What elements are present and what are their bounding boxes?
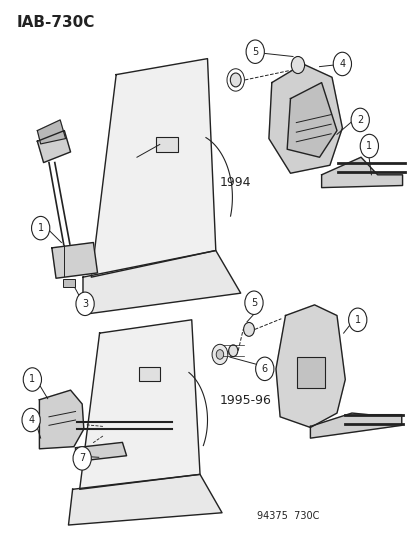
Polygon shape (310, 413, 402, 438)
Polygon shape (37, 131, 71, 163)
Circle shape (32, 216, 50, 240)
Circle shape (349, 308, 367, 332)
Circle shape (360, 134, 378, 158)
FancyBboxPatch shape (297, 357, 325, 388)
Text: 4: 4 (339, 59, 345, 69)
Polygon shape (269, 64, 342, 173)
Polygon shape (287, 83, 337, 157)
Text: 7: 7 (79, 454, 85, 463)
Circle shape (256, 357, 274, 381)
Circle shape (22, 408, 40, 432)
Text: 94375  730C: 94375 730C (257, 511, 320, 521)
Text: 1: 1 (29, 375, 35, 384)
Circle shape (229, 345, 238, 357)
Polygon shape (276, 305, 345, 427)
Text: 1: 1 (38, 223, 44, 233)
Text: 3: 3 (82, 299, 88, 309)
Circle shape (216, 350, 224, 359)
Circle shape (245, 291, 263, 314)
Polygon shape (83, 251, 241, 314)
Text: 5: 5 (251, 298, 257, 308)
Circle shape (212, 344, 228, 365)
FancyBboxPatch shape (156, 137, 178, 152)
Circle shape (333, 52, 352, 76)
Circle shape (246, 40, 264, 63)
Polygon shape (39, 390, 84, 449)
FancyBboxPatch shape (63, 279, 75, 287)
Polygon shape (52, 243, 98, 278)
Text: 1: 1 (366, 141, 372, 151)
Text: 4: 4 (28, 415, 34, 425)
Text: 2: 2 (357, 115, 364, 125)
Circle shape (351, 108, 369, 132)
Polygon shape (80, 320, 200, 489)
Text: 6: 6 (262, 364, 268, 374)
Circle shape (73, 447, 91, 470)
Polygon shape (91, 59, 216, 277)
Text: IAB-730C: IAB-730C (17, 15, 95, 30)
Polygon shape (37, 120, 66, 144)
Circle shape (230, 73, 241, 87)
Polygon shape (68, 474, 222, 525)
FancyBboxPatch shape (139, 367, 160, 381)
Circle shape (244, 322, 254, 336)
Polygon shape (322, 157, 403, 188)
Circle shape (291, 56, 305, 74)
Text: 1995-96: 1995-96 (220, 394, 272, 407)
Text: 1: 1 (355, 315, 361, 325)
Text: 5: 5 (252, 47, 259, 56)
Text: 1994: 1994 (220, 176, 251, 189)
Polygon shape (76, 442, 127, 462)
Circle shape (23, 368, 42, 391)
Circle shape (76, 292, 94, 316)
